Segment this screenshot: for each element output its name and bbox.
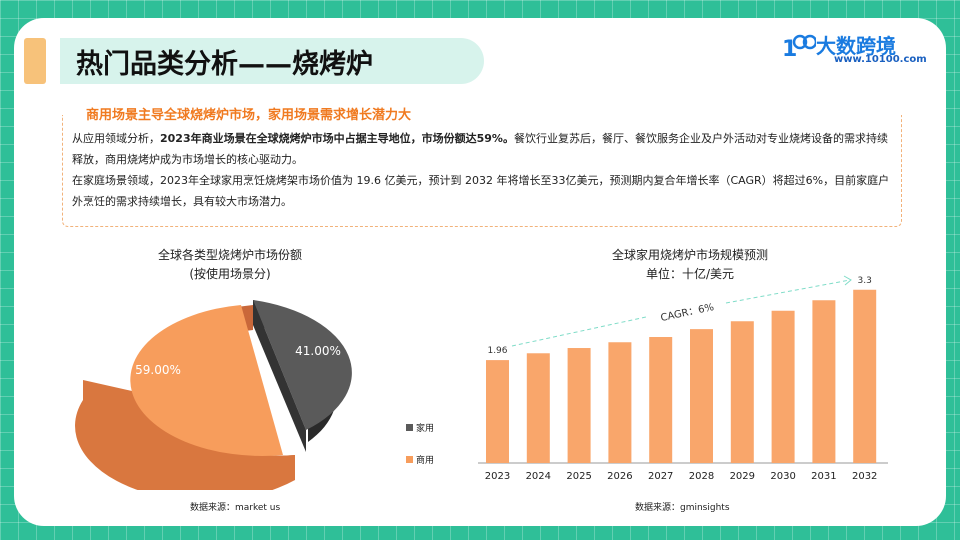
summary-heading: 商用场景主导全球烧烤炉市场，家用场景需求增长潜力大 <box>80 104 418 123</box>
cagr-annotation: CAGR：6% <box>660 302 715 324</box>
title-bar <box>60 38 484 84</box>
x-tick-2032: 2032 <box>852 471 877 482</box>
pie-source: 数据来源：market us <box>190 503 281 513</box>
paragraph-2: 在家庭场景领域，2023年全球家用烹饪烧烤架市场价值为 19.6 亿美元，预计到… <box>72 174 890 208</box>
arrow-head-icon <box>843 275 852 286</box>
bar-2027 <box>649 337 673 463</box>
x-tick-2026: 2026 <box>607 471 632 482</box>
bar-2029 <box>730 321 754 463</box>
title-accent <box>24 38 46 84</box>
cagr-arrow-left <box>511 316 647 347</box>
bar-2025 <box>567 348 591 463</box>
x-tick-2028: 2028 <box>689 471 714 482</box>
x-tick-2025: 2025 <box>566 471 591 482</box>
p1-rest: 餐饮行业复苏后，餐厅、餐饮服务企业及户外活动对专业烧烤设备的需求持续释放，商用烧… <box>72 132 888 166</box>
x-tick-2027: 2027 <box>648 471 673 482</box>
paragraph-1: 从应用领域分析，2023年商业场景在全球烧烤炉市场中占据主导地位，市场份额达59… <box>72 128 898 170</box>
bar-2032 <box>853 289 877 463</box>
logo-name: 大数跨境 <box>816 34 896 58</box>
data-label-2032: 3.3 <box>858 276 872 286</box>
data-label-2023: 1.96 <box>487 346 507 356</box>
bar-2024 <box>526 353 550 463</box>
pie-slice-home <box>253 300 352 430</box>
pie-label-commercial: 59.00% <box>135 363 181 377</box>
legend-swatch-commercial <box>406 456 413 463</box>
legend-swatch-home <box>406 424 413 431</box>
summary-box <box>62 115 902 227</box>
x-tick-2031: 2031 <box>811 471 836 482</box>
bar-title-text: 全球家用烧烤炉市场规模预测 <box>611 248 768 262</box>
bar-source: 数据来源：gminsights <box>635 503 730 513</box>
p1-bold: 2023年商业场景在全球烧烤炉市场中占据主导地位，市场份额达59%。 <box>160 132 514 145</box>
legend-commercial: 商用 <box>416 454 434 466</box>
pie-slice-commercial <box>130 305 283 456</box>
pie-title-text: 全球各类型烧烤炉市场份额 <box>157 248 302 262</box>
bar-title: 全球家用烧烤炉市场规模预测 单位：十亿/美元 <box>560 246 820 284</box>
x-tick-2023: 2023 <box>485 471 510 482</box>
pie-title: 全球各类型烧烤炉市场份额 (按使用场景分) <box>100 246 360 284</box>
cagr-arrow-right <box>725 279 851 304</box>
x-tick-2029: 2029 <box>730 471 755 482</box>
bar-2031 <box>812 300 836 463</box>
pie-label-home: 41.00% <box>295 344 341 358</box>
bar-2026 <box>608 342 632 463</box>
bar-2028 <box>690 329 713 463</box>
logo-icon: 1 <box>782 34 818 62</box>
p1-lead: 从应用领域分析， <box>72 132 160 145</box>
bar-2030 <box>771 310 795 463</box>
summary-text: 从应用领域分析，2023年商业场景在全球烧烤炉市场中占据主导地位，市场份额达59… <box>72 128 898 212</box>
x-tick-2024: 2024 <box>526 471 551 482</box>
page-title: 热门品类分析——烧烤炉 <box>76 49 373 80</box>
pie-subtitle: (按使用场景分) <box>189 267 271 281</box>
pie-cut-home <box>253 300 306 452</box>
logo-url: www.10100.com <box>834 54 927 65</box>
x-tick-2030: 2030 <box>770 471 795 482</box>
logo: 1 大数跨境 www.10100.com <box>782 30 927 68</box>
bar-subtitle: 单位：十亿/美元 <box>645 267 735 281</box>
bar-chart: CAGR：6% 2023 1.96 2024 2025 2026 2027 2028 2029… <box>478 275 888 482</box>
legend-home: 家用 <box>416 422 434 434</box>
bar-2023 <box>486 360 509 463</box>
pie-chart: 41.00% 59.00% 家用 商用 <box>75 300 434 490</box>
